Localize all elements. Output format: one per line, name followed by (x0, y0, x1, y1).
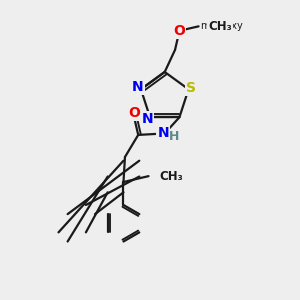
Text: S: S (186, 81, 196, 95)
Text: N: N (141, 112, 153, 126)
Text: H: H (169, 130, 179, 143)
Text: N: N (158, 126, 169, 140)
Text: O: O (173, 24, 185, 38)
Text: N: N (132, 80, 144, 94)
Text: CH₃: CH₃ (160, 169, 184, 183)
Text: O: O (128, 106, 140, 120)
Text: CH₃: CH₃ (208, 20, 232, 33)
Text: methoxy: methoxy (200, 21, 243, 31)
